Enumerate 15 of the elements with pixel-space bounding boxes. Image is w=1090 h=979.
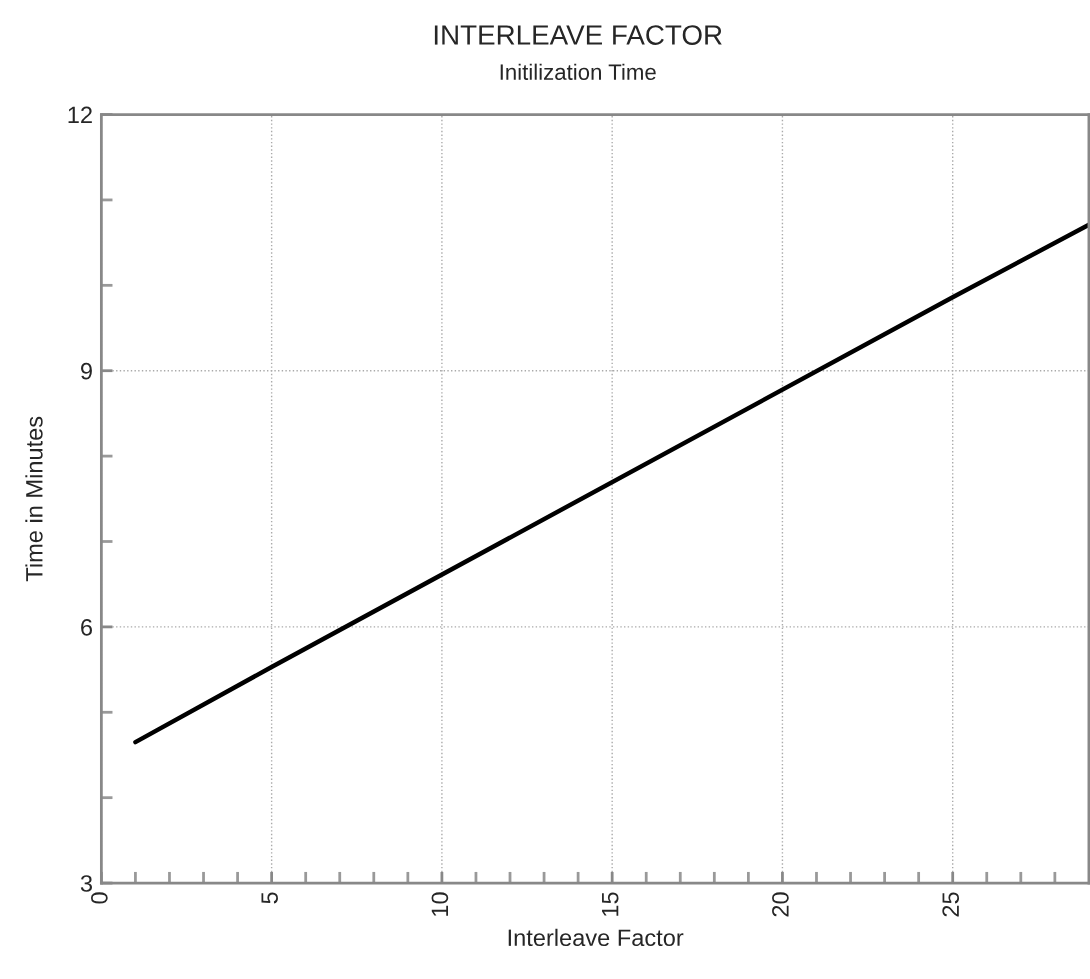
x-tick-label: 20 [772, 892, 789, 917]
chart-subtitle: Initilization Time [500, 63, 656, 80]
y-tick-label: 12 [68, 106, 92, 124]
y-axis-title: Time in Minutes [25, 416, 43, 582]
x-tick-label: 25 [942, 892, 960, 917]
x-tick-label: 5 [261, 892, 278, 904]
line-series [133, 222, 1089, 745]
y-tick-label: 3 [80, 875, 92, 892]
x-axis-title: Interleave Factor [508, 928, 684, 947]
x-tick-label: 10 [431, 892, 449, 916]
y-tick-label: 9 [81, 362, 92, 380]
chart-title: INTERLEAVE FACTOR [434, 25, 722, 45]
x-tick-label: 15 [602, 892, 619, 916]
x-tick-label: 0 [90, 892, 108, 904]
y-tick-label: 6 [81, 618, 92, 636]
